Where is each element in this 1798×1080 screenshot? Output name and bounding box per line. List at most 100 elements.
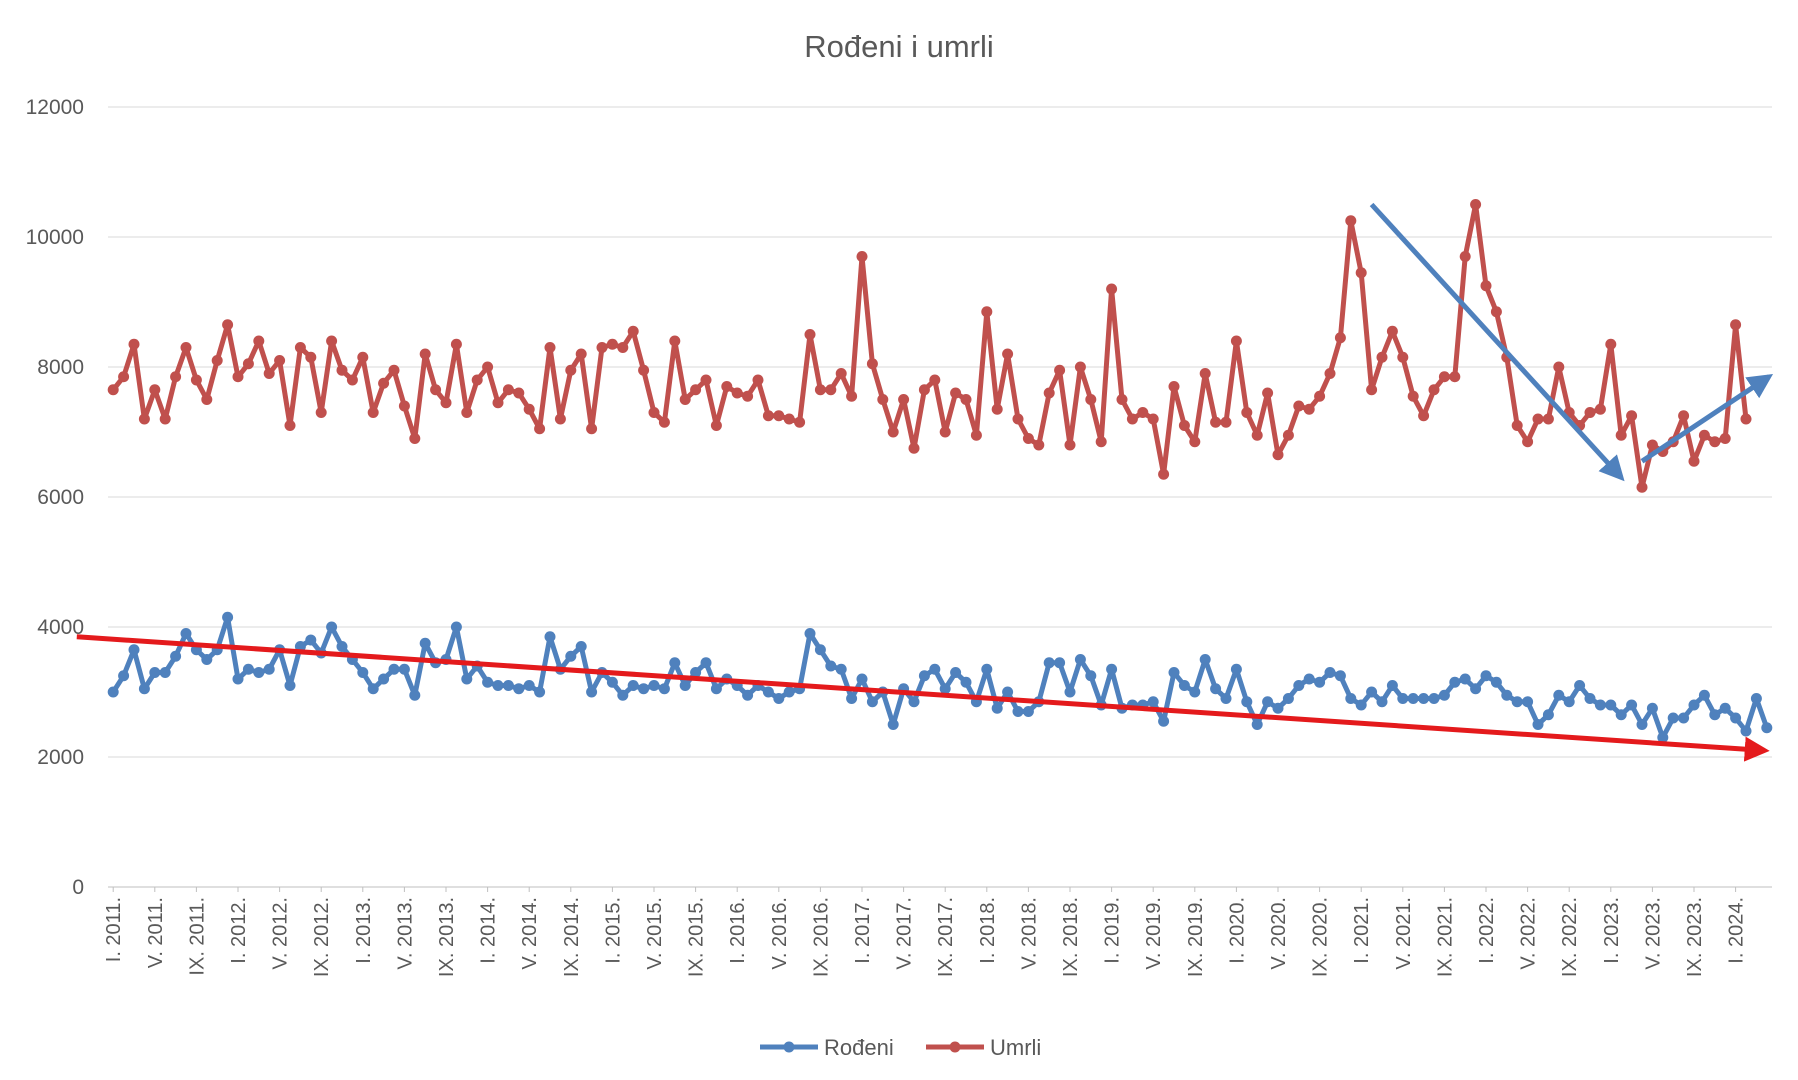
data-point (866, 358, 878, 370)
data-point (1272, 449, 1284, 461)
data-point (138, 413, 150, 425)
data-point (1678, 410, 1690, 422)
data-point (263, 368, 275, 379)
data-point (1646, 702, 1658, 714)
data-point (170, 650, 182, 662)
data-point (1355, 699, 1367, 711)
x-axis: I. 2011. V. 2011. IX. 2011. I. 2012. V. 2012… (103, 887, 1748, 977)
trend-arrows (76, 202, 1774, 762)
x-tick-label: IX. 2019. (1185, 897, 1207, 977)
data-point (606, 338, 618, 350)
trend-arrow-blue-up (1640, 373, 1774, 464)
x-tick-label: V. 2019. (1143, 897, 1165, 970)
data-point (658, 683, 670, 695)
x-tick-label: IX. 2020. (1310, 897, 1332, 977)
data-point (274, 355, 286, 366)
data-point (1376, 696, 1388, 708)
data-point (461, 673, 473, 685)
data-point (1605, 699, 1617, 711)
data-point (835, 368, 847, 379)
data-point (1376, 351, 1388, 363)
data-point (128, 644, 140, 656)
data-point (1522, 436, 1534, 448)
data-point (201, 654, 213, 665)
data-point (835, 663, 847, 675)
data-point (1698, 429, 1710, 441)
data-point (502, 680, 514, 691)
data-point (1230, 663, 1242, 675)
data-point (575, 641, 587, 652)
data-point (378, 377, 390, 389)
chart-title: Rođeni i umrli (804, 29, 994, 64)
data-point (1064, 686, 1076, 698)
x-tick-label: I. 2019. (1102, 897, 1124, 964)
data-point (138, 683, 150, 695)
data-point (762, 686, 774, 698)
data-point (1189, 686, 1201, 698)
legend-item-umrli: Umrli (926, 1035, 1041, 1060)
data-point (1002, 348, 1014, 360)
data-point (1199, 368, 1211, 379)
data-point (1158, 715, 1170, 727)
data-point (1386, 325, 1398, 337)
data-point (1293, 680, 1305, 691)
data-point (575, 348, 587, 360)
data-point (1761, 722, 1773, 734)
legend-marker (783, 1041, 795, 1053)
data-point (1449, 371, 1461, 383)
data-point (492, 680, 504, 691)
data-point (1490, 676, 1502, 688)
data-point (700, 657, 712, 669)
y-tick-label: 4000 (37, 616, 84, 639)
data-point (367, 407, 379, 418)
x-tick-label: V. 2020. (1268, 897, 1290, 970)
data-point (232, 371, 244, 383)
data-point (482, 676, 494, 688)
legend-label: Rođeni (824, 1035, 894, 1060)
data-point (1043, 387, 1055, 399)
data-point (627, 680, 639, 691)
data-point (814, 644, 826, 656)
data-point (846, 390, 858, 402)
y-axis: 0 2000 4000 6000 8000 10000 12000 (26, 96, 84, 899)
data-point (804, 628, 816, 639)
x-tick-label: I. 2013. (353, 897, 375, 964)
data-point (1407, 390, 1419, 402)
data-point (617, 689, 629, 701)
data-point (1542, 413, 1554, 425)
data-point (669, 657, 681, 669)
data-point (1106, 283, 1118, 295)
data-point (606, 676, 618, 688)
data-point (1646, 439, 1658, 451)
data-point (1688, 699, 1700, 711)
data-point (1147, 696, 1159, 708)
x-tick-label: I. 2015. (602, 897, 624, 964)
data-point (908, 696, 920, 708)
data-point (398, 400, 410, 412)
data-point (159, 413, 171, 425)
x-tick-label: I. 2021. (1351, 897, 1373, 964)
data-point (1095, 436, 1107, 448)
x-tick-label: I. 2022. (1476, 897, 1498, 964)
data-point (981, 663, 993, 675)
trend-arrow-red (76, 634, 1770, 762)
data-point (1397, 693, 1409, 704)
data-point (929, 663, 941, 675)
y-tick-label: 2000 (37, 746, 84, 769)
data-point (1438, 371, 1450, 383)
data-point (898, 394, 910, 405)
data-point (1074, 654, 1086, 665)
data-point (1501, 689, 1513, 701)
data-point (794, 416, 806, 428)
data-point (1626, 699, 1638, 711)
data-point (232, 673, 244, 685)
data-point (1199, 654, 1211, 665)
data-point (1740, 725, 1752, 737)
data-point (346, 374, 358, 386)
data-point (825, 660, 837, 672)
data-point (1012, 413, 1024, 425)
data-point (1480, 670, 1492, 682)
data-point (1210, 683, 1222, 695)
x-tick-label: IX. 2013. (436, 897, 458, 977)
data-point (1064, 439, 1076, 451)
